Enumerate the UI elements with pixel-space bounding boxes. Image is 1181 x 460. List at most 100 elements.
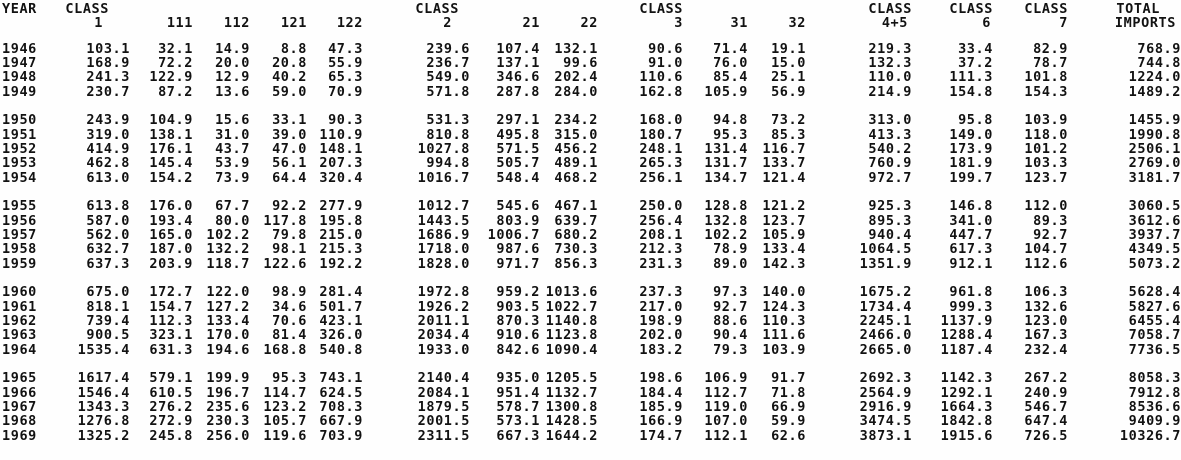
- value-cell: 7736.5: [1128, 341, 1181, 358]
- value-cell: 1292.1: [940, 384, 993, 401]
- value-cell: 2001.5: [417, 413, 470, 430]
- year-cell: 1947: [2, 54, 37, 71]
- value-cell: 112.1: [704, 427, 748, 444]
- value-cell: 265.3: [639, 155, 683, 172]
- value-cell: 2011.1: [417, 312, 470, 329]
- value-cell: 154.8: [949, 83, 993, 100]
- value-cell: 284.0: [554, 83, 598, 100]
- value-cell: 1443.5: [417, 212, 470, 229]
- value-cell: 119.0: [704, 398, 748, 415]
- year-cell: 1952: [2, 140, 37, 157]
- value-cell: 70.9: [328, 83, 363, 100]
- value-cell: 112.6: [1024, 255, 1068, 272]
- value-cell: 1351.9: [859, 255, 912, 272]
- value-cell: 39.0: [272, 126, 307, 143]
- value-cell: 33.1: [272, 112, 307, 129]
- table-row: 1955 613.8 176.0 67.7 92.2 277.9 1012.7 545.6 46…: [0, 198, 1181, 215]
- value-cell: 87.2: [158, 83, 193, 100]
- value-cell: 1734.4: [859, 298, 912, 315]
- value-cell: 1013.6: [545, 284, 598, 301]
- value-cell: 91.7: [771, 370, 806, 387]
- value-cell: 215.0: [319, 226, 363, 243]
- value-cell: 183.2: [639, 341, 683, 358]
- value-cell: 89.0: [713, 255, 748, 272]
- column-header: 3: [674, 15, 683, 32]
- value-cell: 2311.5: [417, 427, 470, 444]
- value-cell: 230.7: [86, 83, 130, 100]
- value-cell: 910.6: [496, 327, 540, 344]
- value-cell: 1205.5: [545, 370, 598, 387]
- year-cell: 1968: [2, 413, 37, 430]
- value-cell: 95.8: [958, 112, 993, 129]
- value-cell: 90.6: [648, 40, 683, 57]
- value-cell: 341.0: [949, 212, 993, 229]
- header-row-2: 1 111 112 121 122 2 21 22 3 31 32 4+5 6 7 IMPORTS: [0, 15, 1181, 32]
- value-cell: 240.9: [1024, 384, 1068, 401]
- value-cell: 540.8: [319, 341, 363, 358]
- value-cell: 903.5: [496, 298, 540, 315]
- year-cell: 1946: [2, 40, 37, 57]
- value-cell: 215.3: [319, 241, 363, 258]
- year-cell: 1949: [2, 83, 37, 100]
- value-cell: 47.3: [328, 40, 363, 57]
- value-cell: 98.1: [272, 241, 307, 258]
- value-cell: 33.4: [958, 40, 993, 57]
- value-cell: 133.7: [762, 155, 806, 172]
- value-cell: 1828.0: [417, 255, 470, 272]
- value-cell: 110.9: [319, 126, 363, 143]
- value-cell: 578.7: [496, 398, 540, 415]
- value-cell: 134.7: [704, 169, 748, 186]
- value-cell: 1933.0: [417, 341, 470, 358]
- value-cell: 118.7: [206, 255, 250, 272]
- value-cell: 531.3: [426, 112, 470, 129]
- table-row: 1946 103.1 32.1 14.9 8.8 47.3 239.6 107.4 132.1 9…: [0, 40, 1181, 57]
- value-cell: 194.6: [206, 341, 250, 358]
- group-gap: [0, 271, 1181, 285]
- value-cell: 235.6: [206, 398, 250, 415]
- value-cell: 870.3: [496, 312, 540, 329]
- value-cell: 2466.0: [859, 327, 912, 344]
- value-cell: 95.3: [272, 370, 307, 387]
- value-cell: 239.6: [426, 40, 470, 57]
- value-cell: 1137.9: [940, 312, 993, 329]
- value-cell: 326.0: [319, 327, 363, 344]
- value-cell: 104.7: [1024, 241, 1068, 258]
- value-cell: 105.9: [762, 226, 806, 243]
- column-header: YEAR: [2, 1, 37, 17]
- value-cell: 810.8: [426, 126, 470, 143]
- value-cell: 102.2: [206, 226, 250, 243]
- value-cell: 138.1: [149, 126, 193, 143]
- value-cell: 319.0: [86, 126, 130, 143]
- value-cell: 99.6: [563, 54, 598, 71]
- value-cell: 613.8: [86, 198, 130, 215]
- column-header: IMPORTS: [1114, 15, 1176, 32]
- value-cell: 12.9: [215, 69, 250, 86]
- value-cell: 1142.3: [940, 370, 993, 387]
- value-cell: 579.1: [149, 370, 193, 387]
- value-cell: 726.5: [1024, 427, 1068, 444]
- value-cell: 82.9: [1033, 40, 1068, 57]
- value-cell: 168.8: [263, 341, 307, 358]
- table-row: 1964 1535.4 631.3 194.6 168.8 540.8 1933.0 842.…: [0, 341, 1181, 358]
- value-cell: 92.2: [272, 198, 307, 215]
- value-cell: 1300.8: [545, 398, 598, 415]
- table-row: 1951 319.0 138.1 31.0 39.0 110.9 810.8 495.8 315…: [0, 126, 1181, 143]
- table-row: 1956 587.0 193.4 80.0 117.8 195.8 1443.5 803.9 6…: [0, 212, 1181, 229]
- value-cell: 1718.0: [417, 241, 470, 258]
- value-cell: 199.7: [949, 169, 993, 186]
- column-header: [193, 2, 250, 16]
- value-cell: 89.3: [1033, 212, 1068, 229]
- table-row: 1966 1546.4 610.5 196.7 114.7 624.5 2084.1 951.…: [0, 384, 1181, 401]
- value-cell: 272.9: [149, 413, 193, 430]
- column-header: 32: [788, 15, 806, 32]
- value-cell: 1140.8: [545, 312, 598, 329]
- value-cell: 192.2: [319, 255, 363, 272]
- value-cell: 1489.2: [1128, 83, 1181, 100]
- value-cell: 1644.2: [545, 427, 598, 444]
- value-cell: 116.7: [762, 140, 806, 157]
- value-cell: 121.4: [762, 169, 806, 186]
- value-cell: 104.9: [149, 112, 193, 129]
- value-cell: 19.1: [771, 40, 806, 57]
- value-cell: 951.4: [496, 384, 540, 401]
- value-cell: 13.6: [215, 83, 250, 100]
